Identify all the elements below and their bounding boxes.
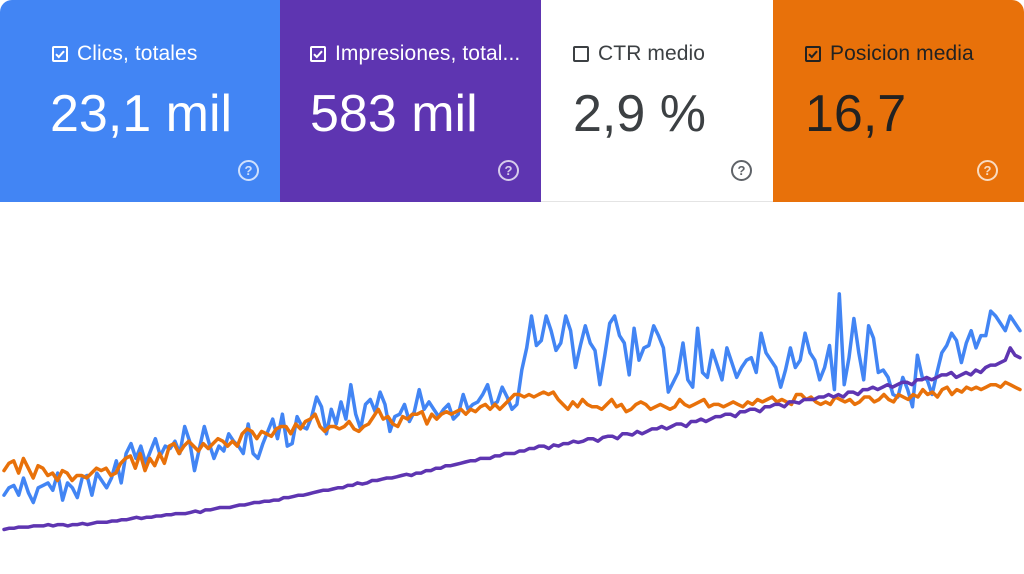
help-circle-icon[interactable]: ? bbox=[238, 160, 259, 181]
help-circle-icon[interactable]: ? bbox=[977, 160, 998, 181]
metric-label-row[interactable]: Posicion media bbox=[805, 42, 974, 66]
metric-value: 2,9 % bbox=[573, 85, 706, 143]
metric-value: 16,7 bbox=[805, 85, 907, 143]
metric-card-ctr[interactable]: CTR medio 2,9 % ? bbox=[541, 0, 773, 202]
series-line-2 bbox=[2, 346, 1022, 532]
metric-label-row[interactable]: Clics, totales bbox=[52, 42, 197, 66]
metric-label-row[interactable]: Impresiones, total... bbox=[310, 42, 520, 66]
metric-card-clicks[interactable]: Clics, totales 23,1 mil ? bbox=[0, 0, 280, 202]
series-line-1 bbox=[2, 380, 1022, 483]
metric-label-row[interactable]: CTR medio bbox=[573, 42, 705, 66]
metric-value: 23,1 mil bbox=[50, 85, 233, 143]
metric-label: Impresiones, total... bbox=[335, 42, 521, 65]
checkbox-checked-icon[interactable] bbox=[310, 46, 326, 62]
metric-cards: Clics, totales 23,1 mil ? Impresiones, t… bbox=[0, 0, 1024, 202]
metric-label: Posicion media bbox=[830, 42, 974, 65]
checkbox-unchecked-icon[interactable] bbox=[573, 46, 589, 62]
help-circle-icon[interactable]: ? bbox=[498, 160, 519, 181]
checkbox-checked-icon[interactable] bbox=[805, 46, 821, 62]
checkbox-checked-icon[interactable] bbox=[52, 46, 68, 62]
performance-chart[interactable] bbox=[0, 202, 1024, 574]
help-circle-icon[interactable]: ? bbox=[731, 160, 752, 181]
metric-label: Clics, totales bbox=[77, 42, 198, 65]
metric-card-impressions[interactable]: Impresiones, total... 583 mil ? bbox=[280, 0, 541, 202]
metric-value: 583 mil bbox=[310, 85, 478, 143]
metric-card-position[interactable]: Posicion media 16,7 ? bbox=[773, 0, 1024, 202]
metric-label: CTR medio bbox=[598, 42, 706, 65]
